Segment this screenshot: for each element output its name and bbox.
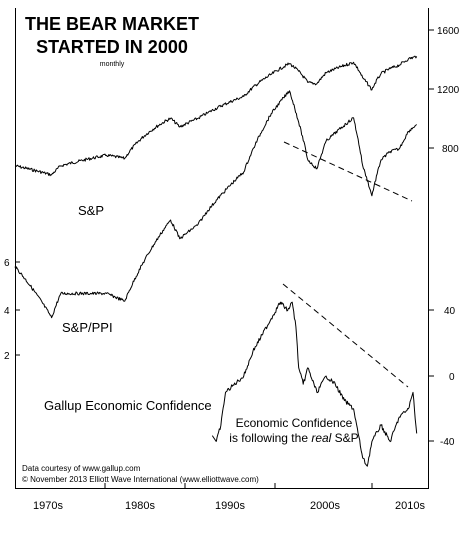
x-tick-label-1980s: 1980s (125, 500, 155, 512)
note-line-2-pre: is following the (229, 431, 311, 445)
chart-title-line-2: STARTED IN 2000 (36, 37, 188, 57)
series-line-s-p-ppi (14, 90, 417, 319)
right-axis-bottom-label-40: 40 (444, 306, 456, 317)
label-gallup: Gallup Economic Confidence (44, 398, 212, 413)
series-line-s-p (14, 55, 418, 177)
note-line-2: is following the real S&P (229, 431, 358, 445)
label-sp: S&P (78, 203, 104, 218)
right-axis-top-label-800: 800 (442, 144, 459, 155)
right-axis-top: 1600 1200 800 (428, 26, 460, 155)
series-line-gallup-economic-confidence (215, 301, 418, 467)
label-sp-ppi: S&P/PPI (62, 320, 113, 335)
credit-line-1: Data courtesy of www.gallup.com (22, 464, 141, 473)
gallup-leader-line (211, 435, 217, 442)
left-axis-mid: 6 4 2 (4, 258, 20, 362)
trendline-sp-ppi (283, 141, 413, 202)
right-axis-bottom-label-0: 0 (449, 372, 455, 383)
left-axis-label-4: 4 (4, 306, 10, 317)
right-axis-bottom-label-minus40: -40 (440, 437, 455, 448)
note-line-2-post: S&P (331, 431, 358, 445)
x-tick-label-1970s: 1970s (33, 500, 63, 512)
x-tick-label-1990s: 1990s (215, 500, 245, 512)
credit-line-2: © November 2013 Elliott Wave Internation… (22, 475, 259, 484)
chart-subtitle: monthly (100, 61, 125, 68)
series-layer (14, 55, 418, 467)
trendline-confidence (282, 283, 409, 388)
right-axis-bottom: 40 0 -40 (428, 306, 456, 448)
left-axis-label-2: 2 (4, 351, 10, 362)
left-axis-label-6: 6 (4, 258, 10, 269)
chart-title-line-1: THE BEAR MARKET (25, 14, 199, 34)
note-line-1: Economic Confidence (236, 416, 353, 430)
right-axis-top-label-1200: 1200 (437, 85, 460, 96)
right-axis-top-label-1600: 1600 (437, 26, 460, 37)
x-tick-label-2000s: 2000s (310, 500, 340, 512)
x-axis: 1970s 1980s 1990s 2000s 2010s (33, 483, 425, 512)
x-tick-label-2010s: 2010s (395, 500, 425, 512)
note-line-2-em: real (311, 431, 331, 445)
